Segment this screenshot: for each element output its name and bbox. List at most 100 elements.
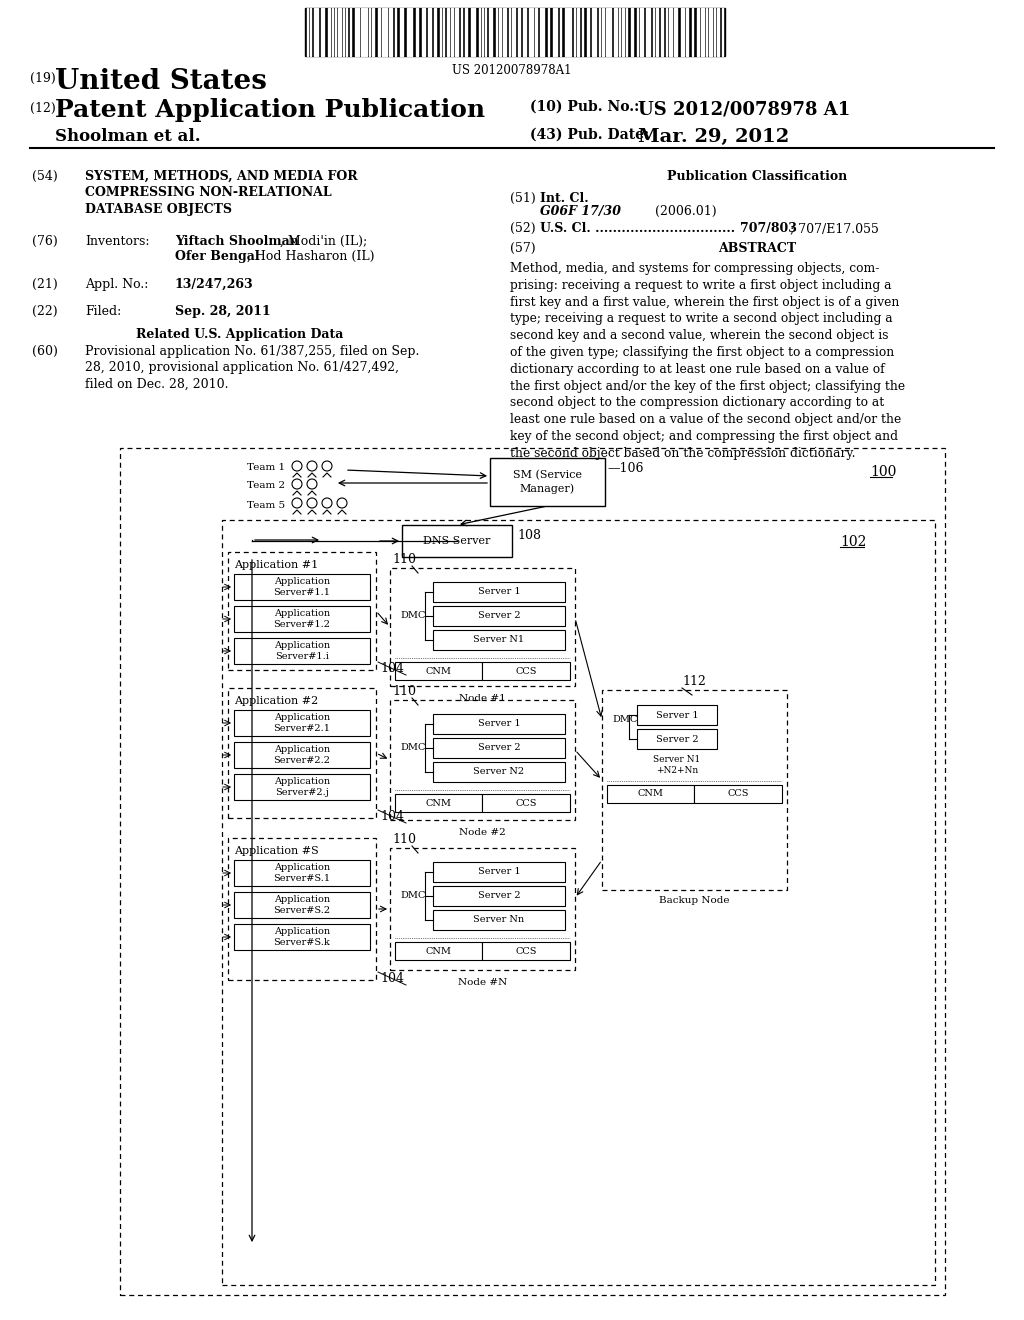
Bar [390, 847, 575, 970]
Bar [662, 8, 663, 55]
Text: Server Nn: Server Nn [473, 916, 524, 924]
Text: Node #1: Node #1 [459, 694, 506, 704]
Bar [614, 8, 617, 55]
Bar [410, 8, 412, 55]
Circle shape [292, 461, 302, 471]
Bar [433, 909, 565, 931]
Bar [465, 8, 467, 55]
Text: (54): (54) [32, 170, 57, 183]
Bar [389, 8, 392, 55]
Text: , Modi'in (IL);: , Modi'in (IL); [280, 235, 368, 248]
Bar [451, 8, 453, 55]
Bar [228, 838, 376, 979]
Text: 13/247,263: 13/247,263 [175, 279, 254, 290]
Text: 104: 104 [380, 810, 404, 822]
Bar [640, 8, 643, 55]
Bar [447, 8, 449, 55]
Bar [428, 8, 431, 55]
Bar [372, 8, 374, 55]
Bar [234, 742, 370, 768]
Bar [637, 705, 717, 725]
Text: Int. Cl.: Int. Cl. [540, 191, 589, 205]
Bar [407, 8, 409, 55]
Bar [455, 8, 458, 55]
Text: Server 2: Server 2 [477, 891, 520, 900]
Bar [602, 8, 604, 55]
Text: CNM: CNM [426, 946, 452, 956]
Bar [697, 8, 699, 55]
Text: Server N1: Server N1 [473, 635, 524, 644]
Text: (60): (60) [32, 345, 58, 358]
Bar [568, 8, 571, 55]
Text: (10) Pub. No.:: (10) Pub. No.: [530, 100, 639, 114]
Text: CNM: CNM [426, 799, 452, 808]
Bar [234, 606, 370, 632]
Bar [234, 638, 370, 664]
Text: Application
Server#1.1: Application Server#1.1 [273, 577, 331, 597]
Bar [602, 690, 787, 890]
Text: CCS: CCS [515, 799, 537, 808]
Text: U.S. Cl. ................................: U.S. Cl. ...............................… [540, 222, 735, 235]
Text: Mar. 29, 2012: Mar. 29, 2012 [638, 128, 790, 147]
Bar [433, 762, 565, 781]
Text: Application
Server#S.k: Application Server#S.k [273, 927, 331, 946]
Bar [622, 8, 624, 55]
Text: (19): (19) [30, 73, 55, 84]
Text: CCS: CCS [727, 789, 749, 799]
Bar [305, 8, 725, 55]
Bar [631, 8, 633, 55]
Text: Team 2: Team 2 [247, 482, 285, 491]
Bar [234, 710, 370, 737]
Bar [565, 8, 567, 55]
Text: Patent Application Publication: Patent Application Publication [55, 98, 485, 121]
Bar [378, 8, 380, 55]
Text: ABSTRACT: ABSTRACT [718, 242, 796, 255]
Circle shape [292, 498, 302, 508]
Text: Application #2: Application #2 [234, 696, 318, 706]
Bar [120, 447, 945, 1295]
Bar [608, 8, 611, 55]
Text: Application
Server#S.1: Application Server#S.1 [273, 863, 331, 883]
Bar [482, 795, 570, 812]
Text: Inventors:: Inventors: [85, 235, 150, 248]
Bar [228, 552, 376, 671]
Bar [433, 738, 565, 758]
Bar [471, 8, 473, 55]
Circle shape [337, 498, 347, 508]
Text: Application
Server#2.2: Application Server#2.2 [273, 746, 331, 764]
Text: Server 2: Server 2 [477, 743, 520, 752]
Bar [540, 8, 542, 55]
Bar [361, 8, 362, 55]
Bar [503, 8, 506, 55]
Text: 112: 112 [682, 675, 706, 688]
Bar [234, 861, 370, 886]
Bar [400, 8, 403, 55]
Text: 104: 104 [380, 972, 404, 985]
Bar [234, 774, 370, 800]
Text: Server 2: Server 2 [655, 734, 698, 743]
Circle shape [307, 479, 317, 488]
Text: Team 5: Team 5 [247, 500, 285, 510]
Bar [490, 458, 605, 506]
Text: (51): (51) [510, 191, 536, 205]
Bar [646, 8, 648, 55]
Bar [489, 8, 492, 55]
Text: Node #2: Node #2 [459, 828, 506, 837]
Text: 110: 110 [392, 685, 416, 698]
Text: Server 1: Server 1 [477, 587, 520, 597]
Text: Application
Server#1.2: Application Server#1.2 [273, 610, 331, 628]
Text: US 2012/0078978 A1: US 2012/0078978 A1 [638, 100, 850, 117]
Bar [222, 520, 935, 1284]
Text: Related U.S. Application Data: Related U.S. Application Data [136, 327, 344, 341]
Text: (21): (21) [32, 279, 57, 290]
Text: Filed:: Filed: [85, 305, 121, 318]
Text: ; 707/E17.055: ; 707/E17.055 [790, 222, 879, 235]
Bar [709, 8, 712, 55]
Bar [385, 8, 387, 55]
Text: US 20120078978A1: US 20120078978A1 [453, 63, 571, 77]
Bar [433, 862, 565, 882]
Text: Server 1: Server 1 [477, 867, 520, 876]
Bar [482, 663, 570, 680]
Bar [234, 574, 370, 601]
Bar [669, 8, 672, 55]
